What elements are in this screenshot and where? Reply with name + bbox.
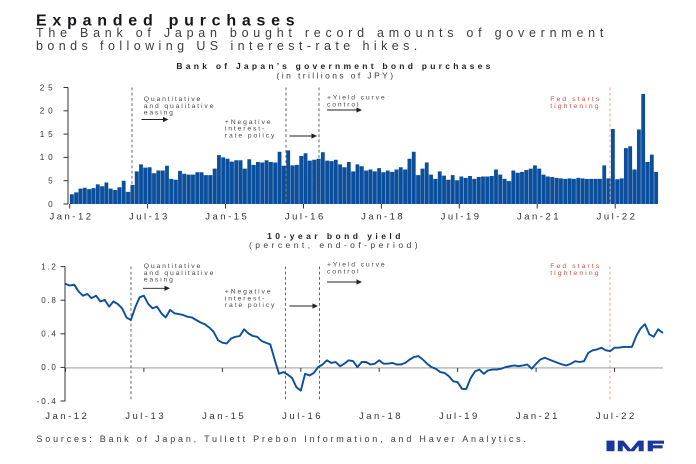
svg-text:Jan-12: Jan-12 xyxy=(49,212,93,223)
svg-text:20: 20 xyxy=(40,107,57,116)
svg-text:Jan-15: Jan-15 xyxy=(202,411,246,422)
svg-text:Bank of Japan’s government bon: Bank of Japan’s government bond purchase… xyxy=(176,61,493,71)
svg-text:Quantitative: Quantitative xyxy=(144,96,202,103)
svg-text:Jan-21: Jan-21 xyxy=(516,411,560,422)
svg-text:Jul-22: Jul-22 xyxy=(597,212,638,223)
svg-text:and qualitative: and qualitative xyxy=(144,103,216,110)
svg-text:Jul-13: Jul-13 xyxy=(125,411,166,422)
svg-text:rate policy: rate policy xyxy=(225,132,276,139)
svg-text:The Bank of Japan bought recor: The Bank of Japan bought record amounts … xyxy=(36,26,608,40)
svg-text:rate policy: rate policy xyxy=(225,302,276,309)
svg-text:15: 15 xyxy=(40,130,57,139)
svg-text:Fed starts: Fed starts xyxy=(550,96,601,103)
svg-text:5: 5 xyxy=(48,177,56,186)
svg-text:(in trillions of JPY): (in trillions of JPY) xyxy=(277,71,396,81)
svg-text:Jan-15: Jan-15 xyxy=(205,212,249,223)
svg-text:and qualitative: and qualitative xyxy=(144,270,216,277)
svg-text:Quantitative: Quantitative xyxy=(144,263,202,270)
svg-text:Jan-12: Jan-12 xyxy=(45,411,89,422)
svg-text:Fed starts: Fed starts xyxy=(550,263,601,270)
svg-text:Jan-21: Jan-21 xyxy=(517,212,561,223)
svg-text:tightening: tightening xyxy=(550,103,600,110)
svg-text:+Negative: +Negative xyxy=(225,119,272,126)
svg-text:Jul-19: Jul-19 xyxy=(439,411,480,422)
svg-text:interest-: interest- xyxy=(225,295,266,302)
svg-text:-0.4: -0.4 xyxy=(37,397,58,406)
svg-text:easing: easing xyxy=(144,110,175,117)
svg-text:1.2: 1.2 xyxy=(41,262,57,271)
svg-text:+Yield curve: +Yield curve xyxy=(327,95,387,102)
svg-text:0.4: 0.4 xyxy=(41,330,57,339)
svg-text:10-year bond yield: 10-year bond yield xyxy=(267,231,404,241)
svg-text:interest-: interest- xyxy=(225,126,266,133)
svg-text:Sources: Bank of Japan, Tullet: Sources: Bank of Japan, Tullett Prebon I… xyxy=(37,434,529,444)
svg-text:tightening: tightening xyxy=(550,270,600,277)
svg-text:Jan-18: Jan-18 xyxy=(361,212,405,223)
svg-text:Expanded purchases: Expanded purchases xyxy=(36,13,300,30)
svg-text:0.8: 0.8 xyxy=(41,296,57,305)
svg-text:Jan-18: Jan-18 xyxy=(359,411,403,422)
svg-text:(percent, end-of-period): (percent, end-of-period) xyxy=(249,240,421,250)
svg-text:Jul-13: Jul-13 xyxy=(129,212,170,223)
svg-text:+Negative: +Negative xyxy=(225,289,272,296)
svg-text:Jul-16: Jul-16 xyxy=(282,411,323,422)
svg-text:10: 10 xyxy=(40,153,57,162)
svg-text:control: control xyxy=(327,268,360,275)
svg-text:control: control xyxy=(327,102,360,109)
svg-text:bonds following US interest-ra: bonds following US interest-rate hikes. xyxy=(36,39,422,53)
svg-text:0.0: 0.0 xyxy=(41,363,57,372)
svg-text:0: 0 xyxy=(48,200,56,209)
svg-text:Jul-16: Jul-16 xyxy=(285,212,326,223)
svg-text:+Yield curve: +Yield curve xyxy=(327,262,387,269)
svg-text:25: 25 xyxy=(40,83,57,92)
svg-text:easing: easing xyxy=(144,277,175,284)
svg-text:Jul-22: Jul-22 xyxy=(596,411,637,422)
svg-text:Jul-19: Jul-19 xyxy=(441,212,482,223)
